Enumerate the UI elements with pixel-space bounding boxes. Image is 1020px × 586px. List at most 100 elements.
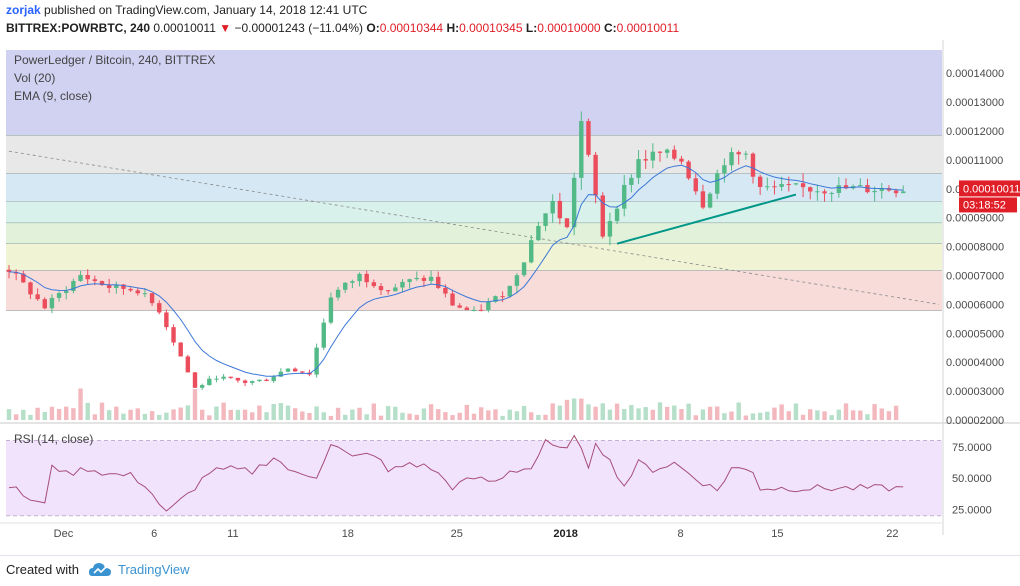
- candle[interactable]: [164, 312, 169, 328]
- candle[interactable]: [893, 190, 899, 194]
- candle[interactable]: [28, 282, 33, 295]
- candle[interactable]: [142, 293, 148, 295]
- candle[interactable]: [135, 290, 140, 294]
- candle[interactable]: [593, 154, 598, 196]
- candle[interactable]: [92, 279, 98, 282]
- chart-svg[interactable]: 0.00014000 0.00013000 0.00012000 0.00011000…: [0, 40, 1020, 555]
- candle[interactable]: [285, 368, 291, 372]
- candle[interactable]: [257, 379, 262, 382]
- candle[interactable]: [56, 293, 62, 298]
- candle[interactable]: [121, 284, 126, 289]
- candle[interactable]: [436, 276, 441, 288]
- candle[interactable]: [271, 376, 276, 382]
- candle[interactable]: [865, 185, 870, 193]
- candle[interactable]: [300, 371, 305, 373]
- candle[interactable]: [185, 356, 191, 373]
- candle[interactable]: [464, 307, 470, 311]
- candle[interactable]: [815, 191, 820, 193]
- candle[interactable]: [872, 190, 877, 193]
- candle[interactable]: [264, 379, 269, 382]
- candle[interactable]: [471, 309, 477, 311]
- candle[interactable]: [457, 305, 462, 308]
- candle[interactable]: [364, 273, 369, 283]
- candle[interactable]: [500, 296, 505, 298]
- candle[interactable]: [657, 151, 663, 153]
- candle[interactable]: [192, 372, 198, 388]
- candle[interactable]: [385, 290, 391, 292]
- candle[interactable]: [664, 149, 670, 153]
- candle[interactable]: [800, 183, 806, 188]
- candle[interactable]: [536, 225, 541, 241]
- candle[interactable]: [557, 200, 563, 219]
- candle[interactable]: [228, 376, 233, 378]
- candle[interactable]: [550, 200, 555, 214]
- candle[interactable]: [571, 177, 577, 228]
- candle[interactable]: [443, 287, 448, 294]
- candle[interactable]: [114, 284, 119, 288]
- candle[interactable]: [149, 293, 155, 304]
- author-link[interactable]: zorjak: [6, 3, 41, 17]
- candle[interactable]: [514, 275, 520, 286]
- candle[interactable]: [879, 188, 884, 191]
- candle[interactable]: [357, 273, 362, 282]
- candle[interactable]: [49, 297, 55, 309]
- candle[interactable]: [407, 279, 412, 282]
- candle[interactable]: [607, 221, 613, 237]
- candle[interactable]: [378, 286, 384, 291]
- candle[interactable]: [157, 303, 162, 313]
- candle[interactable]: [314, 347, 319, 375]
- candle[interactable]: [85, 275, 90, 280]
- candle[interactable]: [672, 149, 677, 159]
- candle[interactable]: [350, 281, 355, 283]
- candle[interactable]: [428, 276, 434, 281]
- candle[interactable]: [707, 193, 713, 208]
- candle[interactable]: [35, 294, 40, 300]
- candle[interactable]: [901, 191, 906, 194]
- candle[interactable]: [822, 191, 827, 194]
- candle[interactable]: [765, 186, 770, 188]
- candle[interactable]: [586, 121, 591, 155]
- candle[interactable]: [393, 287, 398, 292]
- candle[interactable]: [600, 195, 605, 237]
- candle[interactable]: [614, 208, 620, 222]
- candle[interactable]: [693, 178, 698, 192]
- candle[interactable]: [686, 161, 691, 179]
- candle[interactable]: [235, 377, 241, 381]
- candle[interactable]: [507, 285, 512, 297]
- candle[interactable]: [292, 368, 298, 372]
- candle[interactable]: [529, 240, 534, 263]
- candle[interactable]: [636, 159, 641, 178]
- candle[interactable]: [793, 183, 799, 185]
- candle[interactable]: [21, 273, 26, 283]
- candle[interactable]: [622, 184, 627, 209]
- tradingview-brand[interactable]: TradingView: [118, 562, 190, 577]
- candle[interactable]: [478, 309, 484, 311]
- candle[interactable]: [71, 280, 76, 291]
- candle[interactable]: [722, 165, 727, 174]
- candle[interactable]: [6, 269, 12, 272]
- candle[interactable]: [858, 185, 863, 187]
- candle[interactable]: [106, 285, 112, 288]
- candle[interactable]: [64, 290, 69, 294]
- candle[interactable]: [335, 289, 341, 298]
- candle[interactable]: [757, 176, 763, 187]
- candle[interactable]: [679, 158, 684, 162]
- candle[interactable]: [486, 301, 491, 310]
- candle[interactable]: [421, 277, 427, 281]
- candle[interactable]: [414, 277, 419, 280]
- support-trendline[interactable]: [616, 193, 797, 245]
- candle[interactable]: [643, 159, 648, 161]
- candle[interactable]: [772, 186, 777, 188]
- dashed-trendline[interactable]: [8, 150, 940, 305]
- candle[interactable]: [199, 385, 205, 388]
- candle[interactable]: [178, 342, 183, 357]
- candle[interactable]: [700, 191, 706, 208]
- candle[interactable]: [736, 152, 741, 155]
- candle[interactable]: [207, 378, 212, 386]
- candle[interactable]: [321, 322, 326, 348]
- candle[interactable]: [171, 327, 176, 343]
- candle[interactable]: [715, 173, 720, 194]
- candle[interactable]: [750, 153, 756, 177]
- candle[interactable]: [579, 121, 584, 178]
- candle[interactable]: [250, 381, 255, 383]
